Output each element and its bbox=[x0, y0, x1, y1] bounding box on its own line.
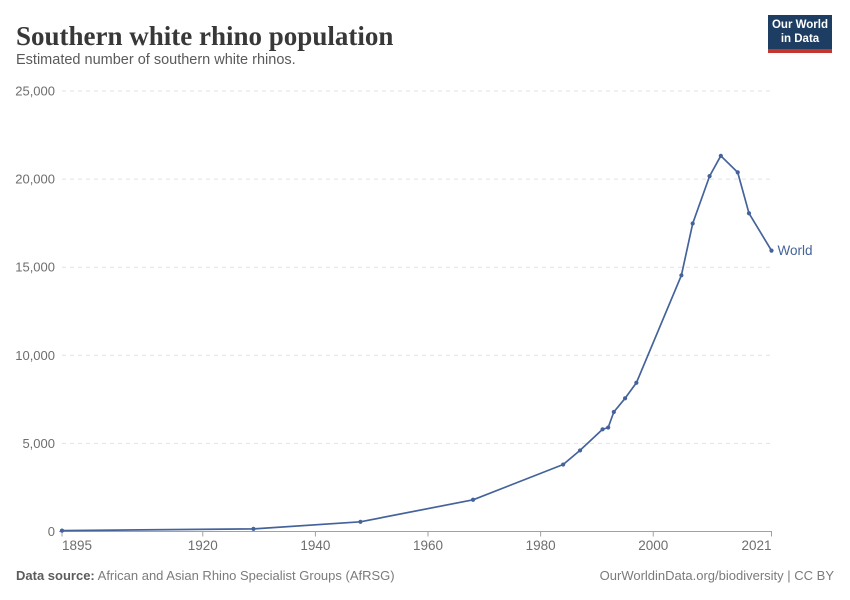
data-source-label: Data source: bbox=[16, 568, 95, 583]
page-title: Southern white rhino population bbox=[16, 21, 394, 51]
data-point[interactable] bbox=[634, 380, 639, 385]
x-axis: 1895 1920 1940 1960 1980 2000 2021 bbox=[59, 531, 772, 553]
data-point[interactable] bbox=[600, 427, 605, 432]
x-tick-label: 1920 bbox=[188, 538, 218, 553]
owid-logo-line2: in Data bbox=[780, 32, 820, 45]
data-point[interactable] bbox=[251, 526, 256, 531]
chart-footer: Data source: African and Asian Rhino Spe… bbox=[16, 568, 834, 583]
x-tick-label: 1960 bbox=[413, 538, 443, 553]
data-line[interactable] bbox=[61, 154, 773, 532]
credit-link[interactable]: OurWorldinData.org/biodiversity | CC BY bbox=[599, 568, 834, 583]
data-point[interactable] bbox=[707, 174, 712, 179]
y-tick-label: 25,000 bbox=[15, 84, 55, 99]
owid-logo[interactable]: Our World in Data bbox=[768, 15, 832, 53]
data-point[interactable] bbox=[622, 396, 628, 401]
data-point[interactable] bbox=[690, 221, 695, 226]
series-world[interactable]: World bbox=[59, 153, 813, 533]
data-point[interactable] bbox=[561, 462, 566, 467]
data-point[interactable] bbox=[735, 170, 740, 175]
x-tick-label: 1895 bbox=[62, 538, 92, 553]
data-point[interactable] bbox=[577, 448, 583, 453]
x-tick-label: 1980 bbox=[526, 538, 556, 553]
data-point[interactable] bbox=[59, 528, 65, 533]
data-point[interactable] bbox=[769, 248, 774, 253]
y-tick-label: 15,000 bbox=[15, 260, 55, 275]
y-tick-label: 20,000 bbox=[15, 172, 55, 187]
chart-subtitle: Estimated number of southern white rhino… bbox=[16, 52, 296, 68]
data-point[interactable] bbox=[718, 153, 723, 158]
data-point[interactable] bbox=[606, 425, 611, 430]
x-tick-label: 1940 bbox=[300, 538, 330, 553]
data-point[interactable] bbox=[470, 497, 476, 502]
data-point[interactable] bbox=[746, 211, 752, 216]
series-end-label: World bbox=[778, 243, 813, 258]
data-point[interactable] bbox=[611, 409, 616, 415]
y-gridlines: 0 5,000 10,000 15,000 20,000 25,000 bbox=[15, 84, 770, 539]
data-point[interactable] bbox=[679, 273, 684, 278]
x-tick-label: 2021 bbox=[741, 538, 771, 553]
data-point[interactable] bbox=[358, 519, 363, 524]
y-tick-label: 0 bbox=[48, 524, 55, 539]
x-tick-label: 2000 bbox=[638, 538, 668, 553]
owid-logo-line1: Our World bbox=[771, 19, 828, 31]
data-source: Data source: African and Asian Rhino Spe… bbox=[16, 568, 395, 583]
y-tick-label: 10,000 bbox=[15, 348, 55, 363]
y-tick-label: 5,000 bbox=[22, 436, 55, 451]
data-source-text: African and Asian Rhino Specialist Group… bbox=[94, 568, 395, 583]
